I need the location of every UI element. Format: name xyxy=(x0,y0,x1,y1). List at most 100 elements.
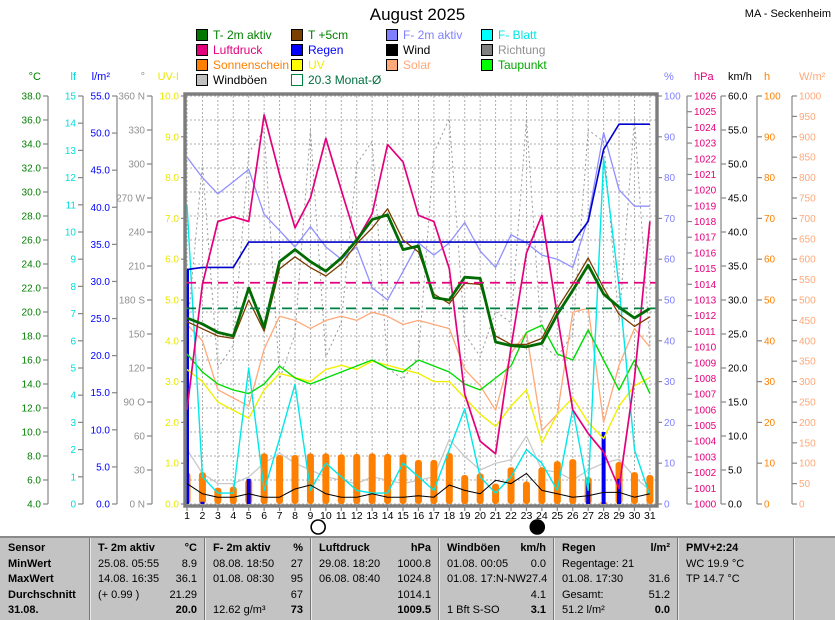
series-uv xyxy=(186,360,651,444)
day-label: 9 xyxy=(308,510,314,522)
axis-tick-label: 600 xyxy=(799,255,816,266)
axis-tick-label: 9.0 xyxy=(165,132,179,143)
windboeen-swatch-icon xyxy=(196,73,208,86)
full-moon-icon xyxy=(310,519,326,535)
legend-item-luftdruck: Luftdruck xyxy=(196,42,291,57)
plot-border xyxy=(183,92,659,508)
day-label: 26 xyxy=(567,510,579,522)
axis-tick-label: 34.0 xyxy=(22,140,42,151)
axis-tick-label: 300 xyxy=(128,160,145,171)
day-label: 4 xyxy=(230,510,236,522)
axis-tick-label: 1012 xyxy=(694,311,717,322)
axis-tick-label: 22.0 xyxy=(22,284,42,295)
table-cell: 08.08. 18:50 27 xyxy=(213,557,303,570)
axis-tick-label: 60 xyxy=(134,432,146,443)
axis-tick-label: 400 xyxy=(799,336,816,347)
legend-item-richtung: Richtung xyxy=(481,42,576,57)
axis-tick-label: 6.0 xyxy=(165,255,179,266)
axis-tick-label: 6.0 xyxy=(27,476,41,487)
day-label: 23 xyxy=(521,510,533,522)
axis-tick-label: 1023 xyxy=(694,139,717,150)
axis-tick-label: 28.0 xyxy=(22,212,42,223)
legend-item-wind: Wind xyxy=(386,42,481,57)
axis-tick-label: 15.0 xyxy=(728,398,748,409)
richtung-swatch-icon xyxy=(481,43,493,56)
axis-tick-label: 90 O xyxy=(123,398,145,409)
axis-tick-label: 200 xyxy=(799,418,816,429)
day-label: 2 xyxy=(200,510,206,522)
table-cell: 67 xyxy=(290,588,303,601)
sonnenschein-swatch-icon xyxy=(196,58,208,71)
axis-tick-label: 1009 xyxy=(694,358,717,369)
t5cm-swatch-icon xyxy=(291,28,303,41)
axis-tick-label: 240 xyxy=(128,228,145,239)
axis-tick-label: 250 xyxy=(799,398,816,409)
axis-tick-label: 45.0 xyxy=(728,194,748,205)
axis-hpa: 1026 1025 1024 1023 1022 1021 1020 1019 1018 1017… xyxy=(686,71,717,511)
luftdruck-swatch-icon xyxy=(196,43,208,56)
table-cell: 12.62 g/m³ 73 xyxy=(213,604,303,616)
wind-swatch-icon xyxy=(386,43,398,56)
table-cell: 01.08. 17:N-NW 27.4 xyxy=(447,573,548,585)
axis-tick-label: 0.0 xyxy=(165,500,179,511)
axis-tick-label: 1026 xyxy=(694,92,717,103)
axis-unit-label: UV-I xyxy=(158,71,179,83)
station-label: MA - Seckenheim xyxy=(744,8,831,20)
axis-tick-label: 180 S xyxy=(119,296,145,307)
axis-tick-label: 11 xyxy=(66,200,77,211)
legend-item-fblatt: F- Blatt xyxy=(481,27,576,42)
table-col-pmv-2-24: PMV+2:24 WC 19.9 °C TP 14.7 °C xyxy=(677,538,793,620)
day-label: 21 xyxy=(490,510,502,522)
axis-tick-label: 25.0 xyxy=(728,330,748,341)
axis-tick-label: 1011 xyxy=(694,327,716,338)
series-layer xyxy=(183,113,654,504)
axis-tick-label: 40.0 xyxy=(91,203,111,214)
day-label: 10 xyxy=(320,510,332,522)
axis-tick-label: 300 xyxy=(799,377,816,388)
axis-tick-label: 4.0 xyxy=(27,500,41,511)
axis-tick-label: 50 xyxy=(764,296,776,307)
axis-tick-label: 1008 xyxy=(694,374,717,385)
axis-tick-label: 1 xyxy=(70,472,76,483)
axis-tick-label: 8.0 xyxy=(27,452,41,463)
legend-label: F- Blatt xyxy=(498,27,537,42)
axis-tick-label: 30.0 xyxy=(22,188,42,199)
axis-unit-label: h xyxy=(764,71,770,83)
axis-tick-label: 30 xyxy=(134,466,146,477)
day-label: 12 xyxy=(351,510,363,522)
axis-tick-label: 90 xyxy=(664,132,676,143)
axis-tick-label: 1002 xyxy=(694,468,717,479)
new-moon-icon xyxy=(529,519,546,535)
day-label: 30 xyxy=(629,510,641,522)
axis-tick-label: 5.0 xyxy=(96,462,110,473)
axis-tick-label: 4 xyxy=(70,391,76,402)
axis-tick-label: 1019 xyxy=(694,201,717,212)
axis-tick-label: 500 xyxy=(799,296,816,307)
day-label: 16 xyxy=(413,510,425,522)
axis-tick-label: 14 xyxy=(65,119,77,130)
col-header: T- 2m aktiv °C xyxy=(98,542,197,554)
axis-tick-label: 20.0 xyxy=(728,364,748,375)
axis-tick-label: 20 xyxy=(764,418,776,429)
axis-tick-label: 1010 xyxy=(694,343,717,354)
axis-tick-label: 70 xyxy=(664,214,676,225)
legend-item-monat: 20.3 Monat-Ø xyxy=(291,72,386,87)
weather-chart-svg: 38.036.034.032.030.028.026.024.022.020.0… xyxy=(22,71,826,535)
axis-tick-label: 35.0 xyxy=(728,262,748,273)
monat-swatch-icon xyxy=(291,73,303,86)
legend-item-t5cm: T +5cm xyxy=(291,27,386,42)
axis-tick-label: 0 N xyxy=(129,500,145,511)
legend-label: Regen xyxy=(308,42,344,57)
axis-tick-label: 5 xyxy=(70,364,76,375)
axis-tick-label: 5.0 xyxy=(165,296,179,307)
day-label: 8 xyxy=(292,510,298,522)
axis-tick-label: 1003 xyxy=(694,452,717,463)
axis-tick-label: 10 xyxy=(65,228,77,239)
axis-tick-label: 1020 xyxy=(694,186,717,197)
axis-tick-label: 1004 xyxy=(694,437,717,448)
col-header: Regen l/m² xyxy=(562,542,670,554)
axis-tick-label: 12.0 xyxy=(22,404,42,415)
taupunkt-swatch-icon xyxy=(481,58,493,71)
day-label: 18 xyxy=(443,510,455,522)
